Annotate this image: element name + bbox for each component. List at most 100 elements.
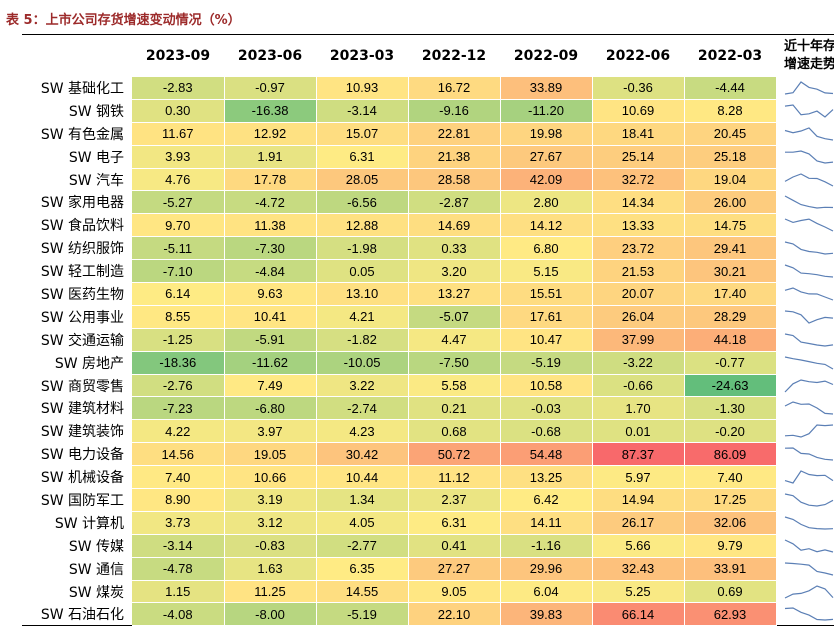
sparkline-svg [784, 607, 833, 621]
value-cell: 7.40 [684, 465, 777, 490]
value-cell: 0.41 [408, 534, 501, 558]
value-cell: 5.15 [500, 259, 593, 284]
sparkline-line [784, 424, 833, 438]
value-cell: 5.66 [592, 534, 685, 558]
industry-name: SW 基础化工 [22, 76, 132, 100]
value-cell: -0.20 [684, 419, 777, 444]
value-cell: -11.20 [500, 99, 593, 123]
value-cell: 32.43 [592, 557, 685, 581]
value-cell: -0.77 [684, 351, 777, 375]
value-cell: -0.68 [500, 419, 593, 444]
sparkline-svg [784, 104, 833, 118]
sparkline-cell [776, 419, 834, 443]
sparkline-line [784, 333, 833, 347]
value-cell: 0.33 [408, 236, 501, 261]
value-cell: 15.07 [316, 122, 409, 146]
value-cell: -0.66 [592, 374, 685, 398]
value-cell: -0.36 [592, 76, 685, 100]
industry-name: SW 建筑装饰 [22, 419, 132, 443]
value-cell: 14.34 [592, 190, 685, 215]
sparkline-svg [784, 356, 833, 370]
value-cell: 27.67 [500, 145, 593, 169]
sparkline-line [784, 81, 833, 95]
value-cell: -6.56 [316, 190, 409, 215]
sparkline-line [784, 310, 833, 324]
column-header: 2023-03 [316, 34, 408, 77]
sparkline-cell [776, 557, 834, 581]
value-cell: 66.14 [592, 602, 685, 627]
industry-name: SW 交通运输 [22, 328, 132, 352]
value-cell: -3.14 [316, 99, 409, 123]
value-cell: 6.04 [500, 580, 593, 604]
value-cell: 21.53 [592, 259, 685, 284]
value-cell: 19.05 [224, 442, 317, 467]
value-cell: -10.05 [316, 351, 409, 375]
value-cell: -1.25 [132, 328, 225, 352]
sparkline-line [784, 149, 833, 164]
sparkline-cell [776, 374, 834, 397]
sparkline-cell [776, 580, 834, 603]
value-cell: 29.96 [500, 557, 593, 581]
table-row: SW 食品饮料 9.70 11.38 12.88 14.69 14.12 13.33 14.7… [22, 213, 834, 238]
value-cell: 8.28 [684, 99, 777, 123]
value-cell: 33.91 [684, 557, 777, 581]
sparkline-svg [784, 333, 833, 347]
inventory-growth-table: 2023-09 2023-06 2023-03 2022-12 2022-09 … [22, 34, 834, 627]
value-cell: 1.63 [224, 557, 317, 581]
value-cell: 4.22 [132, 419, 225, 444]
value-cell: -1.30 [684, 396, 777, 421]
value-cell: 6.31 [316, 145, 409, 169]
table-row: SW 钢铁 0.30 -16.38 -3.14 -9.16 -11.20 10.69 8.28 [22, 99, 834, 123]
sparkline-svg [784, 584, 833, 599]
sparkline-line [784, 584, 833, 599]
sparkline-cell [776, 488, 834, 512]
value-cell: 86.09 [684, 442, 777, 467]
sparkline-line [784, 356, 833, 370]
industry-name: SW 传媒 [22, 534, 132, 558]
value-cell: 25.14 [592, 145, 685, 169]
industry-name: SW 煤炭 [22, 580, 132, 603]
industry-name: SW 钢铁 [22, 99, 132, 123]
value-cell: 22.81 [408, 122, 501, 146]
value-cell: 5.58 [408, 374, 501, 398]
value-cell: 29.41 [684, 236, 777, 261]
value-cell: -1.16 [500, 534, 593, 558]
value-cell: 4.47 [408, 328, 501, 352]
sparkline-svg [784, 424, 833, 438]
industry-name: SW 石油石化 [22, 602, 132, 626]
value-cell: -4.78 [132, 557, 225, 581]
value-cell: -4.72 [224, 190, 317, 215]
sparkline-cell [776, 213, 834, 237]
sparkline-cell [776, 534, 834, 558]
value-cell: 3.93 [132, 145, 225, 169]
value-cell: -16.38 [224, 99, 317, 123]
value-cell: 8.55 [132, 305, 225, 329]
table-row: SW 汽车 4.76 17.78 28.05 28.58 42.09 32.72 19.04 [22, 168, 834, 192]
sparkline-cell [776, 465, 834, 489]
sparkline-svg [784, 447, 833, 461]
value-cell: 4.76 [132, 168, 225, 192]
sparkline-cell [776, 168, 834, 191]
value-cell: 4.21 [316, 305, 409, 329]
sparkline-line [784, 127, 833, 141]
value-cell: 11.67 [132, 122, 225, 146]
industry-name: SW 房地产 [22, 351, 132, 375]
sparkline-line [784, 470, 833, 484]
sparkline-cell [776, 305, 834, 329]
value-cell: -6.80 [224, 396, 317, 421]
industry-name: SW 机械设备 [22, 465, 132, 489]
value-cell: 39.83 [500, 602, 593, 627]
value-cell: 32.06 [684, 511, 777, 535]
table-row: SW 纺织服饰 -5.11 -7.30 -1.98 0.33 6.80 23.72 29.41 [22, 236, 834, 261]
value-cell: 7.40 [132, 465, 225, 490]
value-cell: 0.01 [592, 419, 685, 444]
table-row: SW 医药生物 6.14 9.63 13.10 13.27 15.51 20.07 17.40 [22, 282, 834, 306]
value-cell: -3.22 [592, 351, 685, 375]
value-cell: -7.10 [132, 259, 225, 284]
sparkline-line [784, 218, 833, 232]
value-cell: 1.34 [316, 488, 409, 512]
value-cell: 10.93 [316, 76, 409, 100]
value-cell: 13.33 [592, 213, 685, 238]
table-row: SW 计算机 3.73 3.12 4.05 6.31 14.11 26.17 32.06 [22, 511, 834, 535]
sparkline-cell [776, 236, 834, 260]
